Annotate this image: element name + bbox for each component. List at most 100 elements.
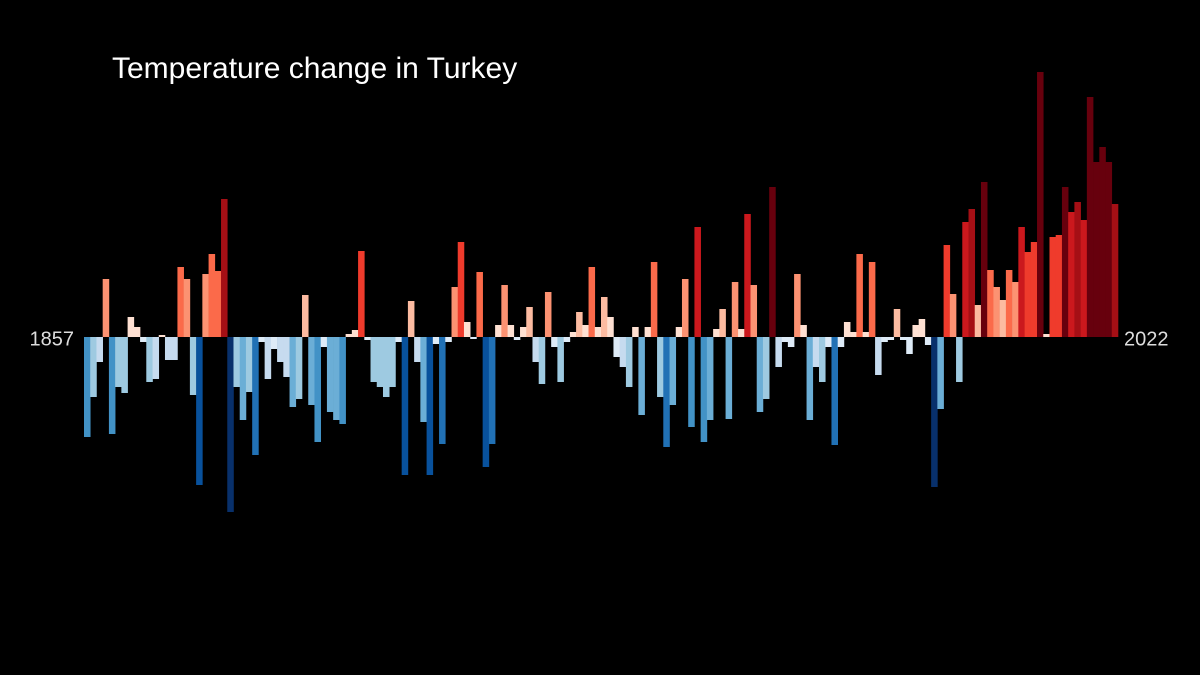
bar <box>937 337 944 409</box>
bar <box>887 337 895 340</box>
bar <box>837 337 845 347</box>
bar <box>962 222 969 337</box>
bar <box>756 337 764 412</box>
bar <box>931 337 938 487</box>
bar <box>607 317 614 337</box>
bar <box>214 271 222 337</box>
bar <box>868 262 876 337</box>
bar <box>470 337 477 339</box>
bar <box>308 337 315 405</box>
bar <box>750 285 758 337</box>
bar <box>115 337 122 387</box>
bar <box>1086 97 1094 337</box>
bar <box>495 325 502 337</box>
bar <box>669 337 677 405</box>
bar <box>208 254 216 337</box>
bar <box>563 337 571 342</box>
bar <box>513 337 521 340</box>
bar <box>650 262 658 337</box>
bar <box>594 327 602 337</box>
bar <box>688 337 695 427</box>
bar <box>164 337 172 360</box>
bar <box>221 199 228 337</box>
bar <box>806 337 814 420</box>
bar <box>831 337 838 445</box>
bar <box>588 267 596 337</box>
bar <box>1061 187 1069 337</box>
bar <box>239 337 247 420</box>
bar <box>233 337 241 387</box>
bar <box>725 337 733 419</box>
bar <box>569 332 577 337</box>
bar <box>389 337 396 387</box>
bar <box>924 337 932 345</box>
bar <box>899 337 907 340</box>
bar <box>582 325 589 337</box>
bar <box>800 325 807 337</box>
bar <box>1049 237 1057 337</box>
bar <box>918 319 926 337</box>
bar <box>277 337 284 362</box>
bar <box>644 327 652 337</box>
bar <box>295 337 303 399</box>
bar <box>1105 162 1113 337</box>
bar <box>532 337 540 362</box>
bar <box>694 227 701 337</box>
bar <box>414 337 421 362</box>
bar <box>364 337 371 340</box>
bar <box>1043 334 1050 337</box>
bar <box>1074 202 1081 337</box>
bar <box>825 337 832 347</box>
bar <box>326 337 334 412</box>
bar <box>283 337 290 377</box>
bar <box>875 337 882 375</box>
bar <box>787 337 795 347</box>
bar <box>949 294 957 337</box>
bar <box>426 337 434 475</box>
bar <box>177 267 184 337</box>
bar <box>1018 227 1025 337</box>
bar <box>625 337 633 387</box>
bar <box>520 327 527 337</box>
bar <box>700 337 708 442</box>
bar <box>439 337 446 444</box>
bar <box>993 287 1000 337</box>
bar <box>1037 72 1044 337</box>
bar <box>382 337 390 397</box>
bar <box>245 337 253 392</box>
bar <box>183 279 191 337</box>
bar <box>1012 282 1019 337</box>
bar <box>601 297 608 337</box>
bar <box>781 337 789 342</box>
bar <box>227 337 234 512</box>
bar <box>613 337 620 357</box>
bar <box>345 334 353 337</box>
bar <box>457 242 465 337</box>
bar <box>196 337 203 485</box>
bar <box>258 337 265 342</box>
bar <box>401 337 409 475</box>
bar <box>264 337 272 379</box>
bar <box>358 251 365 337</box>
bar <box>893 309 901 337</box>
bar <box>632 327 639 337</box>
bar <box>819 337 826 382</box>
bar <box>463 322 471 337</box>
bar <box>794 274 801 337</box>
bar <box>987 270 994 337</box>
bar <box>638 337 645 415</box>
bar <box>451 287 459 337</box>
bar <box>432 337 440 344</box>
bar <box>482 337 490 467</box>
bar <box>171 337 178 360</box>
bar <box>576 312 583 337</box>
bar <box>731 282 739 337</box>
bar <box>96 337 103 362</box>
bar <box>252 337 259 455</box>
bar <box>121 337 128 393</box>
bar <box>370 337 378 382</box>
bar <box>501 285 508 337</box>
bar <box>1093 162 1100 337</box>
